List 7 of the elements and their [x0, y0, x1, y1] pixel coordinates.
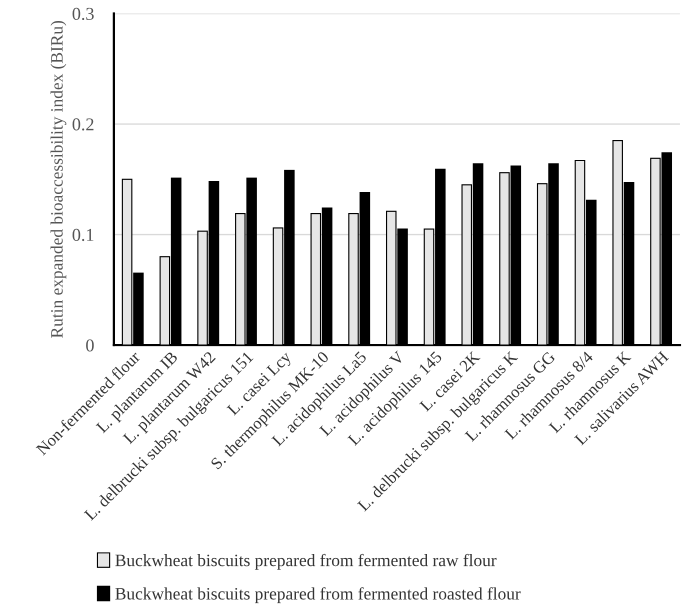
- legend-label: Buckwheat biscuits prepared from fermented raw flour: [115, 554, 496, 570]
- legend-label: Buckwheat biscuits prepared from fermented roasted flour: [115, 587, 521, 604]
- y-axis-title: Rutin expanded bioaccessibility index (BIRu): [50, 20, 66, 338]
- y-tick-label: 0.2: [72, 118, 94, 131]
- y-tick-label: 0.3: [72, 8, 94, 20]
- y-tick-label: 0: [86, 339, 94, 352]
- y-tick-label: 0.1: [72, 228, 94, 242]
